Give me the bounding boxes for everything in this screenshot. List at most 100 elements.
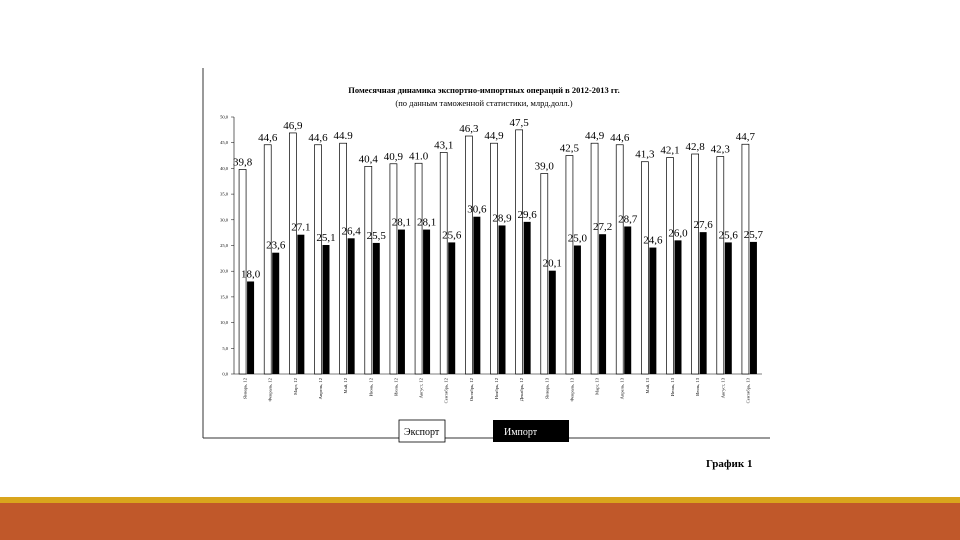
export-bar <box>741 143 750 375</box>
footer-accent-stripe <box>0 497 960 503</box>
import-value-label: 28,7 <box>618 213 638 225</box>
export-bar <box>389 163 398 375</box>
export-bar <box>465 135 473 375</box>
export-value-label: 39,8 <box>233 156 253 168</box>
footer-band <box>0 503 960 540</box>
category-label: Ноябрь, 12 <box>494 377 500 399</box>
category-label: Апрель, 12 <box>318 377 324 399</box>
category-label: Май, 13 <box>645 377 651 393</box>
export-bar <box>289 132 297 375</box>
chart-subtitle: (по данным таможенной статистики, млрд.д… <box>395 98 572 108</box>
export-value-label: 44,9 <box>585 130 605 142</box>
legend-swatch-import <box>493 420 569 442</box>
import-value-label: 28,1 <box>417 217 436 229</box>
import-bar <box>674 240 682 374</box>
category-label: Декабрь, 12 <box>519 377 525 401</box>
y-tick-label: 25,0 <box>220 243 229 249</box>
export-value-label: 42,3 <box>711 144 731 156</box>
export-bar <box>716 156 725 375</box>
import-bar <box>347 238 355 374</box>
export-value-label: 44,7 <box>736 131 756 143</box>
export-value-label: 40,4 <box>359 153 379 165</box>
export-bar <box>414 162 423 375</box>
bars <box>238 129 757 375</box>
import-value-label: 25,1 <box>316 232 335 244</box>
y-tick-label: 30,0 <box>220 217 229 223</box>
y-tick-label: 15,0 <box>220 294 229 300</box>
import-value-label: 18,0 <box>241 268 261 280</box>
category-label: Сентябрь, 12 <box>444 377 450 403</box>
import-value-label: 25,0 <box>568 233 588 245</box>
export-value-label: 39,0 <box>535 161 555 173</box>
y-ticks: 0,0 5,0 10,0 15,0 20,0 25,0 30,0 35,0 40,0 45,0 50… <box>220 115 234 378</box>
export-bar <box>615 144 624 375</box>
y-tick-label: 20,0 <box>220 269 229 275</box>
y-tick-label: 45,0 <box>220 140 229 146</box>
import-bar <box>322 244 330 374</box>
import-bar <box>573 245 581 374</box>
y-tick-label: 10,0 <box>220 320 229 326</box>
import-value-label: 20,1 <box>543 258 562 270</box>
category-label: Сентябрь, 13 <box>745 377 751 403</box>
export-value-label: 46,3 <box>459 123 479 135</box>
export-bar <box>364 165 373 375</box>
import-bar <box>724 242 732 374</box>
y-tick-label: 35,0 <box>220 192 229 198</box>
import-value-label: 27,2 <box>593 221 612 233</box>
export-bar <box>590 142 599 375</box>
import-value-label: 23,6 <box>266 240 286 252</box>
category-label: Август, 13 <box>720 377 726 398</box>
category-label: Июль, 12 <box>393 377 399 396</box>
import-value-label: 26,0 <box>668 227 688 239</box>
y-tick-label: 0,0 <box>222 372 228 378</box>
export-value-label: 42,8 <box>686 141 706 153</box>
import-bar <box>599 234 607 374</box>
y-tick-label: 5,0 <box>222 346 228 352</box>
export-value-label: 40,9 <box>384 151 404 163</box>
import-bar <box>247 281 255 374</box>
export-bar <box>565 155 574 375</box>
import-bar <box>372 242 380 374</box>
export-bar <box>515 129 523 375</box>
import-value-label: 28,9 <box>492 212 512 224</box>
category-label: Январь, 13 <box>544 377 550 399</box>
category-label: Май, 12 <box>343 377 349 393</box>
export-bar <box>314 144 322 375</box>
category-label: Август, 12 <box>419 377 425 398</box>
import-value-label: 27,6 <box>694 219 714 231</box>
import-bar <box>649 247 657 374</box>
import-value-label: 27.1 <box>291 222 310 234</box>
category-label: Февраль, 13 <box>569 377 575 401</box>
export-value-label: 44,9 <box>484 130 504 142</box>
export-bar <box>666 157 674 375</box>
export-value-label: 42,1 <box>660 145 679 157</box>
import-value-label: 25,6 <box>719 229 739 241</box>
value-labels: 39,8 18,0 44,6 23,6 46,9 27.1 44,6 25,1 44.9 26,4… <box>233 117 764 281</box>
category-label: Июнь, 13 <box>670 377 676 396</box>
import-bar <box>473 216 481 374</box>
export-value-label: 42,5 <box>560 143 580 155</box>
category-label: Апрель, 13 <box>620 377 626 399</box>
legend-label-export: Экспорт <box>404 427 440 438</box>
import-bar <box>749 241 757 374</box>
import-value-label: 25,5 <box>367 230 387 242</box>
chart-caption: График 1 <box>706 458 753 470</box>
category-label: Март, 12 <box>293 377 299 395</box>
import-bar <box>498 225 506 374</box>
export-value-label: 44,6 <box>610 132 630 144</box>
import-value-label: 25,7 <box>744 229 764 241</box>
import-bar <box>699 232 707 374</box>
export-bar <box>439 152 448 375</box>
import-bar <box>548 270 556 374</box>
import-bar <box>523 221 531 374</box>
export-bar <box>641 161 649 375</box>
import-bar <box>624 226 632 374</box>
category-label: Март, 13 <box>595 377 601 395</box>
export-value-label: 43,1 <box>434 139 453 151</box>
category-label: Февраль, 12 <box>268 377 274 401</box>
category-label: Июль, 13 <box>695 377 701 396</box>
export-value-label: 44.9 <box>334 130 354 142</box>
export-value-label: 41,3 <box>635 149 655 161</box>
import-value-label: 24,6 <box>643 235 663 247</box>
